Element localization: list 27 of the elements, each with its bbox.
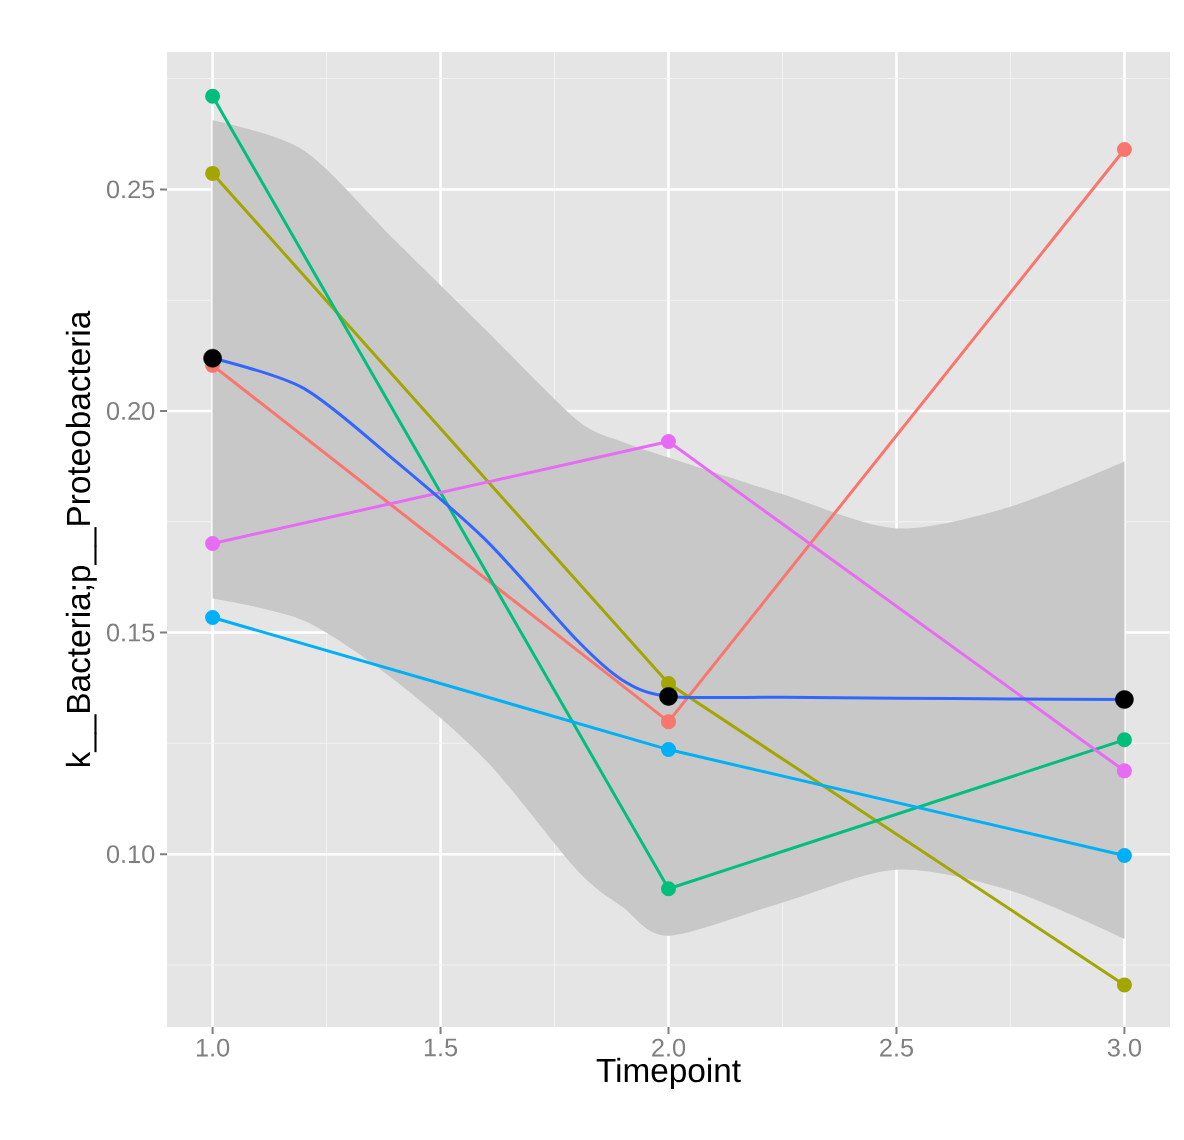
x-tick-label: 2.5: [880, 1038, 914, 1057]
x-tick-label: 3.0: [1107, 1038, 1142, 1057]
point: [205, 165, 221, 181]
point: [661, 434, 677, 450]
point: [203, 348, 222, 368]
point: [661, 714, 677, 730]
point: [205, 88, 221, 104]
point: [205, 535, 221, 551]
point: [205, 610, 221, 625]
point: [659, 687, 678, 706]
point: [661, 742, 677, 758]
x-tick-label: 1.0: [196, 1038, 230, 1057]
y-tick-label: 0.20: [106, 402, 155, 420]
point: [661, 881, 677, 897]
x-axis-title: Timepoint: [596, 1057, 741, 1089]
y-tick-label: 0.10: [106, 845, 155, 864]
x-tick-label: 1.5: [424, 1038, 458, 1057]
y-axis-title: k__Bacteria;p__Proteobacteria: [65, 310, 97, 767]
point: [1116, 732, 1132, 748]
point: [1115, 690, 1134, 709]
point: [1116, 763, 1132, 779]
point: [1116, 141, 1132, 157]
y-tick-label: 0.15: [106, 623, 155, 642]
point: [1116, 977, 1132, 993]
x-tick-label: 2.0: [652, 1038, 686, 1057]
y-tick-label: 0.25: [106, 180, 155, 199]
point: [1116, 847, 1132, 863]
